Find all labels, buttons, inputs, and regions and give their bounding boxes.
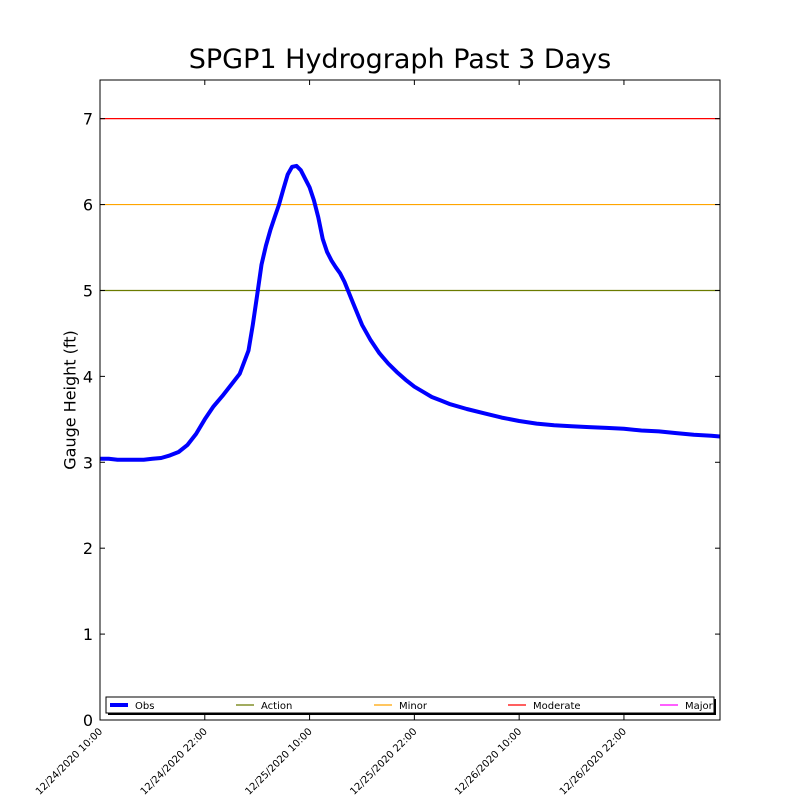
y-tick-label: 5 bbox=[83, 281, 93, 300]
series-lines bbox=[100, 163, 721, 462]
legend-box bbox=[105, 696, 715, 714]
chart-title: SPGP1 Hydrograph Past 3 Days bbox=[188, 44, 612, 75]
y-tick-label: 6 bbox=[83, 196, 93, 215]
x-tick-label: 12/26/2020 22:00 bbox=[558, 726, 629, 797]
legend-label-moderate: Moderate bbox=[533, 701, 581, 712]
y-tick-label: 7 bbox=[83, 110, 93, 129]
legend: Obs Action Minor Moderate Major bbox=[105, 696, 716, 715]
legend-label-action: Action bbox=[261, 701, 292, 712]
legend-label-obs: Obs bbox=[135, 701, 154, 712]
legend-label-minor: Minor bbox=[399, 701, 428, 712]
series-line-obs bbox=[100, 163, 721, 462]
plot-frame bbox=[99, 79, 721, 721]
x-tick-label: 12/25/2020 10:00 bbox=[244, 726, 315, 797]
x-tick-label: 12/24/2020 22:00 bbox=[139, 726, 210, 797]
y-tick-label: 3 bbox=[83, 453, 93, 472]
y-tick-label: 1 bbox=[83, 625, 93, 644]
y-tick-label: 2 bbox=[83, 539, 93, 558]
threshold-lines bbox=[100, 118, 720, 292]
legend-label-major: Major bbox=[685, 701, 714, 712]
x-ticks: 12/24/2020 10:00 12/24/2020 22:00 12/25/20… bbox=[34, 80, 629, 798]
y-tick-label: 4 bbox=[83, 367, 93, 386]
y-ticks: 0 1 2 3 4 5 6 7 bbox=[83, 110, 720, 730]
x-tick-label: 12/25/2020 22:00 bbox=[348, 726, 419, 797]
x-tick-label: 12/26/2020 10:00 bbox=[453, 726, 524, 797]
x-tick-label: 12/24/2020 10:00 bbox=[34, 726, 105, 797]
y-tick-label: 0 bbox=[83, 711, 93, 730]
